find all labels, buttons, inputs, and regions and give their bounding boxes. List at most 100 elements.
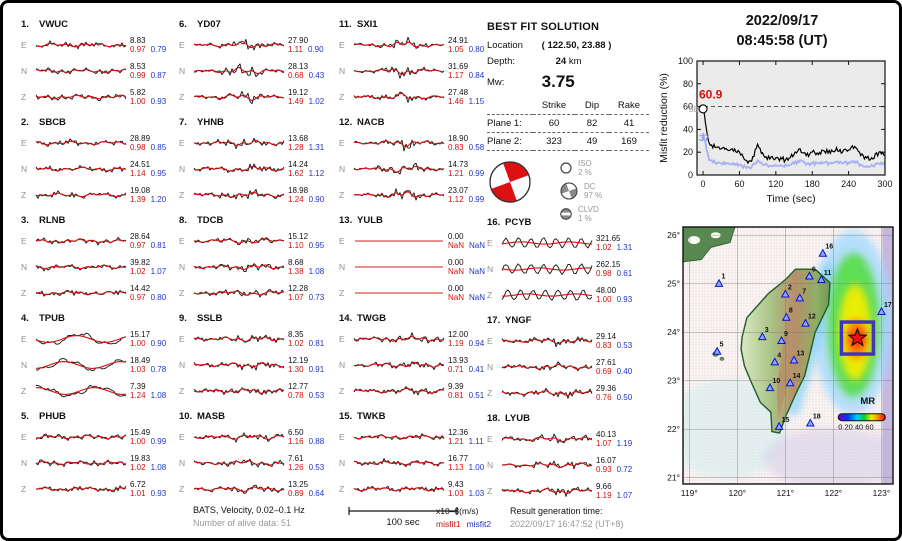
waveform-plot [193, 63, 285, 78]
waveform-values: 19.83 1.02 1.08 [130, 454, 176, 472]
waveform-plot [355, 240, 443, 242]
channel-row: E 18.90 0.83 0.58 [339, 130, 497, 156]
misfit-values: 1.38 1.08 [288, 267, 334, 276]
channel-row: E 40.13 1.07 1.19 [487, 426, 645, 452]
misfit1-value: 1.24 [288, 195, 304, 204]
station-number: 14. [339, 313, 353, 324]
amplitude-value: 9.66 [596, 482, 612, 491]
misfit-values: 0.78 0.53 [288, 391, 334, 400]
amplitude-value: 0.00 [448, 258, 464, 267]
waveform-values: 7.39 1.24 1.08 [130, 382, 176, 400]
lon-label: 121° [777, 488, 795, 498]
channel-row: N 262.15 0.98 0.61 [487, 256, 645, 282]
map-station-marker [774, 421, 784, 430]
misfit2-value: 1.15 [468, 97, 485, 106]
waveform-plot [35, 459, 127, 468]
misfit2-value: 0.99 [150, 437, 167, 446]
misfit1-value: 1.39 [130, 195, 146, 204]
map-station-marker [805, 418, 815, 427]
lat-label: 25° [667, 279, 680, 289]
channel-row: N 16.77 1.13 1.00 [339, 450, 497, 476]
svg-text:60: 60 [734, 179, 744, 189]
misfit1-value: 1.17 [448, 71, 464, 80]
waveform-values: 15.17 1.00 0.90 [130, 330, 176, 348]
misfit1-value: 1.49 [288, 97, 304, 106]
station-name: YULB [357, 215, 383, 226]
waveform-plot [501, 263, 593, 275]
channel-label: Z [339, 190, 345, 200]
misfit1-value: 1.24 [130, 391, 146, 400]
waveform-values: 18.90 0.83 0.58 [448, 134, 494, 152]
waveform-values: 6.50 1.16 0.88 [288, 428, 334, 446]
channel-label: N [179, 262, 186, 272]
misfit2-value: 0.53 [308, 463, 325, 472]
misfit2-value: 1.19 [616, 439, 633, 448]
waveform-plot [193, 288, 285, 298]
misfit2-value: 0.87 [150, 71, 167, 80]
alive-data-count: Number of alive data: 51 [193, 518, 292, 528]
waveform-plot [353, 361, 445, 370]
station-header: 5. PHUB [21, 409, 179, 424]
misfit1-value: 1.19 [448, 339, 464, 348]
waveform-plot [193, 263, 285, 273]
channel-label: N [179, 360, 186, 370]
amplitude-value: 14.73 [448, 160, 469, 169]
waveform-values: 9.66 1.19 1.07 [596, 482, 642, 500]
channel-row: E 24.91 1.05 0.80 [339, 32, 497, 58]
channel-row: E 12.36 1.21 1.11 [339, 424, 497, 450]
station-block: 15. TWKB E 12.36 1.21 1.11 N 16.77 1.13 1.00 Z 9.43… [339, 409, 497, 502]
channel-label: Z [21, 386, 27, 396]
channel-label: N [21, 262, 28, 272]
channel-row: E 321.65 1.02 1.31 [487, 230, 645, 256]
misfit2-value: 1.00 [468, 463, 485, 472]
misfit2-value: 1.07 [150, 267, 167, 276]
misfit-values: 1.10 0.95 [288, 241, 334, 250]
misfit1-value: 0.89 [288, 489, 304, 498]
channel-row: N 18.49 1.03 0.78 [21, 352, 179, 378]
amplitude-value: 12.19 [288, 356, 309, 365]
mw-value: 3.75 [541, 72, 575, 91]
waveform-values: 14.24 1.62 1.12 [288, 160, 334, 178]
misfit2-value: 1.08 [150, 463, 167, 472]
iso-pct: 2 % [578, 168, 592, 177]
station-header: 8. TDCB [179, 213, 337, 228]
svg-text:0: 0 [688, 170, 693, 180]
misfit-values: 0.81 0.51 [448, 391, 494, 400]
channel-row: E 0.00 NaN NaN [339, 228, 497, 254]
time-scale-bar: 100 sec [348, 506, 458, 528]
channel-label: E [21, 138, 27, 148]
misfit-values: 0.93 0.72 [596, 465, 642, 474]
svg-text:100: 100 [678, 56, 693, 66]
amplitude-value: 8.68 [288, 258, 304, 267]
misfit-legend: misfit1 misfit2 [436, 518, 491, 531]
lon-label: 123° [873, 488, 891, 498]
station-name: MASB [197, 411, 225, 422]
amplitude-value: 27.90 [288, 36, 309, 45]
station-name: TPUB [39, 313, 65, 324]
waveform-plot [353, 458, 445, 467]
misfit2-value: 0.40 [616, 367, 633, 376]
misfit2-value: 1.02 [308, 97, 325, 106]
misfit-values: 1.01 0.93 [130, 489, 176, 498]
channel-label: E [21, 432, 27, 442]
channel-label: Z [21, 484, 27, 494]
black-start-label: 58 [689, 104, 699, 114]
misfit2-value: 1.12 [308, 169, 325, 178]
misfit-values: 1.24 1.08 [130, 391, 176, 400]
station-number: 2. [21, 117, 29, 128]
station-number: 4. [21, 313, 29, 324]
channel-row: Z 9.66 1.19 1.07 [487, 478, 645, 504]
channel-label: E [179, 432, 185, 442]
waveform-values: 29.14 0.83 0.53 [596, 332, 642, 350]
clvd-icon [560, 208, 572, 220]
channel-row: Z 13.25 0.89 0.64 [179, 476, 337, 502]
plane1-dip: 82 [575, 115, 609, 133]
station-block: 4. TPUB E 15.17 1.00 0.90 N 18.49 1.03 0.78 Z 7.39 1… [21, 311, 179, 404]
station-header: 6. YD07 [179, 17, 337, 32]
waveform-values: 15.49 1.00 0.99 [130, 428, 176, 446]
waveform-plot [35, 138, 127, 147]
misfit-values: 1.39 1.20 [130, 195, 176, 204]
channel-row: E 6.50 1.16 0.88 [179, 424, 337, 450]
amplitude-value: 12.77 [288, 382, 309, 391]
channel-label: Z [487, 290, 493, 300]
